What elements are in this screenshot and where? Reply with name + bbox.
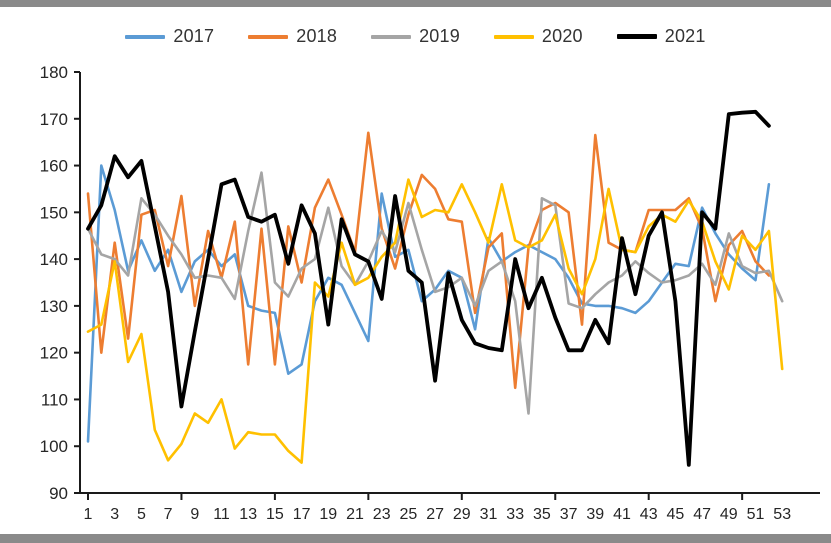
legend-item-2020: 2020 — [493, 26, 583, 47]
y-axis-label: 110 — [41, 390, 68, 409]
x-axis-label: 11 — [213, 506, 230, 523]
x-axis-label: 23 — [373, 506, 391, 523]
series-line-2020 — [86, 178, 784, 464]
y-axis-label: 150 — [40, 203, 68, 222]
legend-swatch-2020 — [493, 34, 534, 39]
x-axis-label: 37 — [560, 506, 578, 523]
x-axis-label: 19 — [319, 506, 337, 523]
x-axis-label: 41 — [613, 506, 631, 523]
x-axis-label: 25 — [400, 506, 418, 523]
x-axis-label: 47 — [693, 506, 711, 523]
x-axis-label: 39 — [586, 506, 604, 523]
x-axis-label: 3 — [110, 506, 119, 523]
legend-swatch-2021 — [616, 34, 657, 39]
legend-label-2020: 2020 — [541, 26, 583, 46]
x-axis-label: 15 — [266, 506, 284, 523]
series-line-2017 — [86, 164, 771, 443]
x-axis-label: 17 — [293, 506, 311, 523]
x-axis-label: 49 — [720, 506, 738, 523]
x-axis-label: 21 — [346, 506, 364, 523]
legend-swatch-2018 — [248, 34, 289, 39]
x-axis-label: 51 — [747, 506, 765, 523]
x-axis-label: 35 — [533, 506, 551, 523]
legend-item-2018: 2018 — [248, 26, 337, 47]
legend-label-2021: 2021 — [664, 26, 706, 46]
legend-label-2018: 2018 — [296, 26, 338, 46]
x-axis-label: 7 — [164, 506, 173, 523]
y-axis-label: 140 — [40, 250, 68, 269]
y-axis-label: 100 — [40, 437, 68, 456]
x-axis-label: 5 — [137, 506, 146, 523]
legend-swatch-2019 — [371, 34, 412, 39]
x-axis-label: 31 — [480, 506, 498, 523]
y-axis-label: 130 — [40, 297, 68, 316]
y-axis-label: 180 — [40, 63, 68, 82]
x-axis-label: 43 — [640, 506, 658, 523]
series-line-2021 — [86, 109, 771, 467]
y-axis-label: 120 — [40, 344, 68, 363]
x-axis-label: 45 — [667, 506, 685, 523]
legend-item-2021: 2021 — [616, 26, 706, 47]
x-axis-label: 13 — [239, 506, 257, 523]
x-axis-label: 29 — [453, 506, 471, 523]
x-axis-label: 27 — [426, 506, 444, 523]
x-axis-label: 33 — [506, 506, 524, 523]
legend-swatch-2017 — [125, 34, 166, 39]
legend-item-2017: 2017 — [125, 26, 214, 47]
x-axis-label: 53 — [773, 506, 791, 523]
chart-legend: 2017 2018 2019 2020 2021 — [0, 26, 831, 47]
x-axis-label: 9 — [190, 506, 199, 523]
x-axis-label: 1 — [84, 506, 93, 523]
top-border-bar — [0, 0, 831, 7]
legend-label-2017: 2017 — [173, 26, 215, 46]
y-axis-label: 160 — [40, 157, 68, 176]
series-line-2018 — [86, 131, 771, 390]
legend-label-2019: 2019 — [419, 26, 460, 46]
bottom-border-bar — [0, 534, 831, 543]
y-axis-label: 90 — [49, 484, 68, 503]
legend-item-2019: 2019 — [371, 26, 460, 47]
y-axis-label: 170 — [40, 110, 68, 129]
